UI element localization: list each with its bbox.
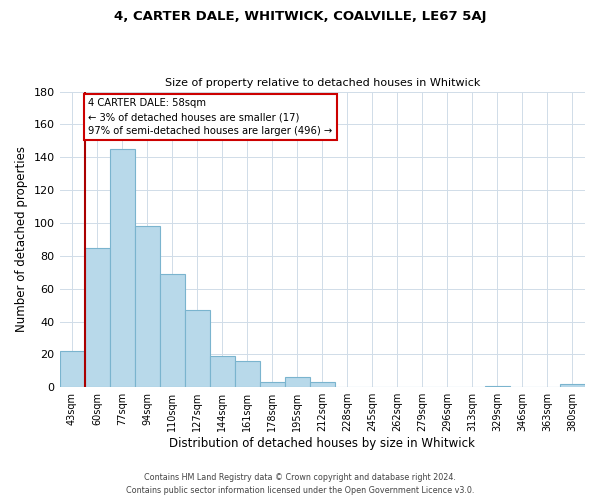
- Bar: [110, 149, 134, 387]
- Bar: [485, 386, 510, 387]
- Bar: [134, 226, 160, 387]
- Title: Size of property relative to detached houses in Whitwick: Size of property relative to detached ho…: [164, 78, 480, 88]
- Bar: [560, 384, 585, 387]
- Y-axis label: Number of detached properties: Number of detached properties: [15, 146, 28, 332]
- Bar: [85, 248, 110, 387]
- Bar: [310, 382, 335, 387]
- Text: 4, CARTER DALE, WHITWICK, COALVILLE, LE67 5AJ: 4, CARTER DALE, WHITWICK, COALVILLE, LE6…: [114, 10, 486, 23]
- Bar: [260, 382, 285, 387]
- Bar: [160, 274, 185, 387]
- Bar: [209, 356, 235, 387]
- Bar: [235, 361, 260, 387]
- Bar: [185, 310, 209, 387]
- Bar: [285, 378, 310, 387]
- Bar: [59, 351, 85, 387]
- Text: 4 CARTER DALE: 58sqm
← 3% of detached houses are smaller (17)
97% of semi-detach: 4 CARTER DALE: 58sqm ← 3% of detached ho…: [88, 98, 332, 136]
- X-axis label: Distribution of detached houses by size in Whitwick: Distribution of detached houses by size …: [169, 437, 475, 450]
- Text: Contains HM Land Registry data © Crown copyright and database right 2024.
Contai: Contains HM Land Registry data © Crown c…: [126, 474, 474, 495]
